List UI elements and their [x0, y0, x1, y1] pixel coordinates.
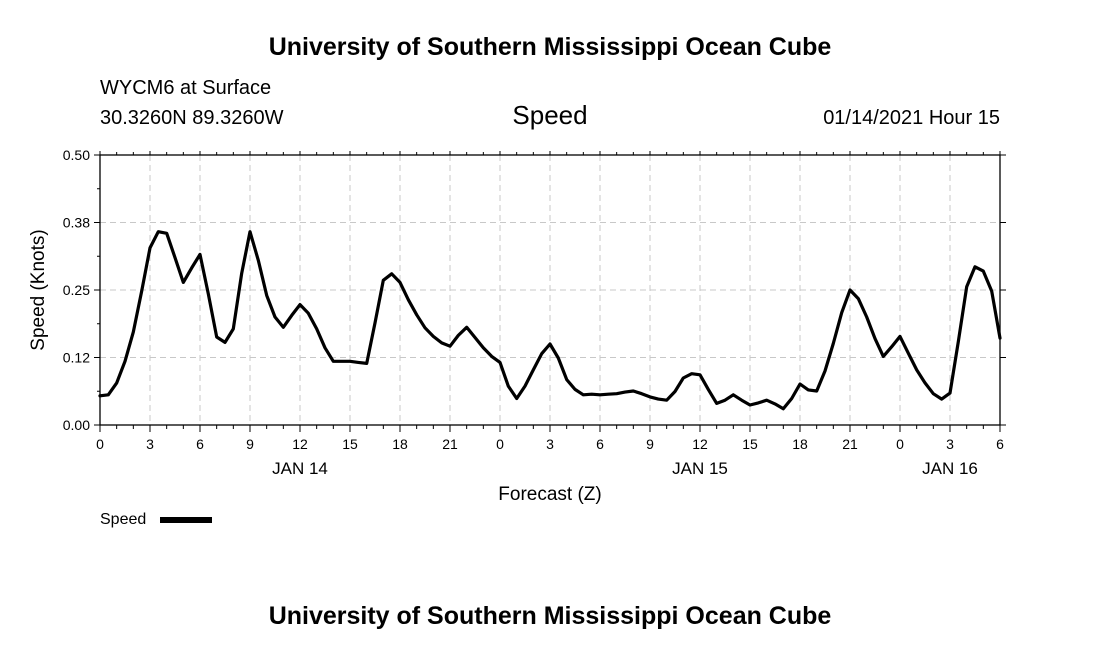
x-tick-label: 18	[792, 436, 808, 452]
x-tick-label: 15	[342, 436, 358, 452]
legend-label-speed: Speed	[100, 511, 146, 528]
chart-title-bottom: University of Southern Mississippi Ocean…	[269, 602, 832, 630]
series-layer	[98, 230, 1002, 411]
y-axis-label: Speed (Knots)	[28, 229, 49, 350]
x-tick-label: 6	[196, 436, 204, 452]
x-tick-label: 21	[442, 436, 458, 452]
y-tick-label: 0.38	[63, 215, 90, 231]
x-tick-label: 3	[146, 436, 154, 452]
x-tick-label: 12	[292, 436, 308, 452]
timestamp-label: 01/14/2021 Hour 15	[823, 107, 1000, 129]
station-label: WYCM6 at Surface	[100, 77, 271, 99]
day-label: JAN 14	[272, 459, 328, 478]
x-tick-label: 18	[392, 436, 408, 452]
series-line-speed	[98, 230, 1002, 411]
x-tick-label: 0	[96, 436, 104, 452]
x-tick-label: 6	[596, 436, 604, 452]
x-axis-label: Forecast (Z)	[498, 484, 601, 505]
x-tick-label: 15	[742, 436, 758, 452]
y-tick-label: 0.50	[63, 147, 90, 163]
x-tick-label: 6	[996, 436, 1004, 452]
x-tick-label: 12	[692, 436, 708, 452]
y-tick-label: 0.00	[63, 417, 90, 433]
axis-ticks	[94, 151, 1006, 432]
day-label: JAN 16	[922, 459, 978, 478]
day-labels: JAN 14 JAN 15 JAN 16	[272, 459, 978, 478]
x-tick-label: 21	[842, 436, 858, 452]
y-tick-label: 0.12	[63, 350, 90, 366]
y-tick-label: 0.25	[63, 282, 90, 298]
gridlines	[100, 155, 1000, 425]
variable-title: Speed	[512, 100, 587, 130]
x-tick-labels: 0 3 6 9 12 15 18 21 0 3 6 9 12 15 18 21 0 3 6	[96, 436, 1004, 452]
x-tick-label: 0	[896, 436, 904, 452]
day-label: JAN 15	[672, 459, 728, 478]
location-label: 30.3260N 89.3260W	[100, 107, 284, 129]
x-tick-label: 3	[946, 436, 954, 452]
x-tick-label: 9	[246, 436, 254, 452]
x-tick-label: 0	[496, 436, 504, 452]
x-tick-label: 9	[646, 436, 654, 452]
y-tick-labels: 0.00 0.12 0.25 0.38 0.50	[63, 147, 90, 433]
chart-title-top: University of Southern Mississippi Ocean…	[269, 33, 832, 61]
x-tick-label: 3	[546, 436, 554, 452]
legend: Speed	[100, 511, 212, 528]
